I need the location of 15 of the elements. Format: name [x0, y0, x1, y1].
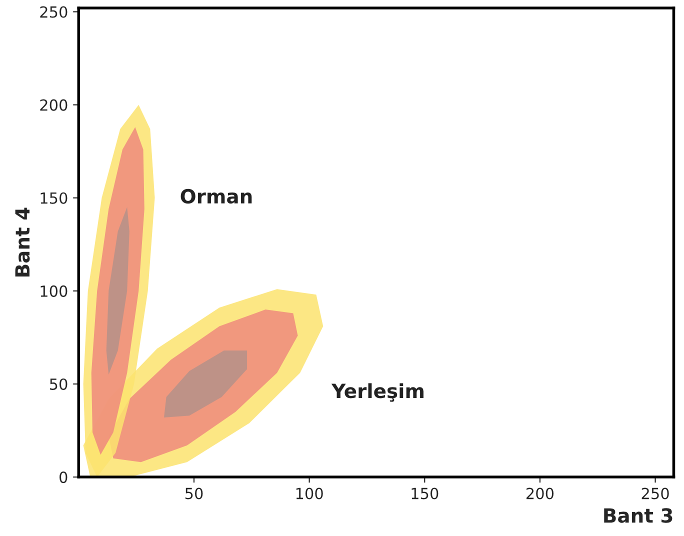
y-tick-label: 250: [40, 6, 68, 18]
x-tick-label: 50: [185, 488, 203, 500]
x-axis-title: Bant 3: [604, 508, 672, 523]
x-tick-label: 250: [642, 488, 669, 500]
y-tick-label: 200: [40, 99, 68, 111]
x-tick-label: 200: [526, 488, 554, 500]
y-tick-label: 0: [60, 472, 68, 484]
y-tick-label: 150: [40, 192, 68, 204]
annotation: Orman: [180, 188, 252, 204]
y-axis-title: Bant 4: [15, 208, 30, 276]
y-tick-label: 100: [40, 285, 68, 297]
x-tick-label: 100: [296, 488, 323, 500]
y-tick-label: 50: [50, 378, 68, 390]
annotation: Yerleşim: [331, 383, 424, 402]
x-tick-label: 150: [412, 488, 438, 500]
